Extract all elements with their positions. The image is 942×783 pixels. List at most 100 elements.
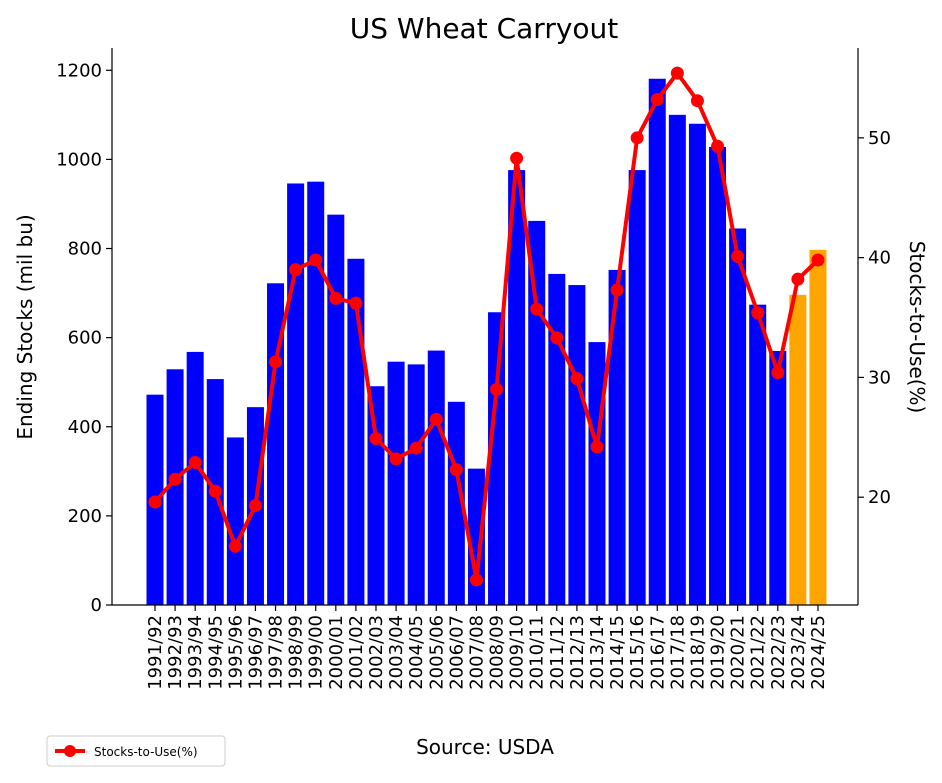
stocks-to-use-point-1994-95: [208, 484, 222, 498]
chart-title: US Wheat Carryout: [350, 12, 619, 45]
stocks-to-use-point-2015-16: [630, 131, 644, 145]
y-tick-label: 0: [91, 595, 102, 616]
bar-2011-12: [548, 273, 566, 605]
stocks-to-use-point-2009-10: [510, 151, 524, 165]
y-tick-label: 200: [68, 506, 102, 527]
stocks-to-use-point-1999-00: [309, 253, 323, 267]
bar-1995-96: [226, 437, 244, 605]
bar-2020-21: [729, 228, 747, 605]
x-tick-label: 2023/24: [788, 615, 809, 690]
x-axis-ticks: 1991/92 1992/93 1993/94 1994/95 1995/96 1996/…: [145, 605, 829, 690]
stocks-to-use-point-1991-92: [148, 495, 162, 509]
stocks-to-use-point-2022-23: [771, 366, 785, 380]
y2-tick-label: 50: [868, 128, 891, 149]
stocks-to-use-point-2005-06: [429, 412, 443, 426]
x-tick-label: 2016/17: [647, 615, 668, 690]
stocks-to-use-line: [153, 71, 820, 582]
right-axis-ticks: 20 30 40 50: [858, 128, 891, 508]
left-axis-ticks: 0 200 400 600 800 1000 1200: [56, 60, 112, 616]
bar-2000-01: [327, 214, 345, 605]
stocks-to-use-point-2021-22: [751, 306, 765, 320]
bar-2019-20: [709, 146, 727, 606]
stocks-to-use-point-2001-02: [349, 296, 363, 310]
x-tick-label: 2019/20: [708, 615, 729, 690]
bar-1999-00: [307, 181, 325, 605]
x-tick-label: 2008/09: [487, 615, 508, 690]
y-tick-label: 1200: [56, 60, 102, 81]
x-tick-label: 1991/92: [145, 615, 166, 690]
bar-2007-08: [467, 468, 485, 605]
bar-2023-24: [789, 294, 807, 605]
x-tick-label: 1993/94: [185, 615, 206, 690]
stocks-to-use-point-2003-04: [389, 452, 403, 466]
stocks-to-use-point-2011-12: [550, 331, 564, 345]
bar-2024-25: [809, 249, 827, 606]
bar-2009-10: [508, 170, 526, 605]
stocks-to-use-point-2016-17: [650, 93, 664, 107]
stocks-to-use-point-2020-21: [731, 249, 745, 263]
stocks-to-use-point-2008-09: [490, 382, 504, 396]
bar-2018-19: [688, 123, 706, 605]
bar-2013-14: [588, 342, 606, 605]
bar-2021-22: [749, 304, 767, 605]
line-layer: [148, 66, 825, 587]
x-tick-label: 2004/05: [406, 615, 427, 690]
x-tick-label: 2005/06: [426, 615, 447, 690]
stocks-to-use-point-2014-15: [610, 283, 624, 297]
bar-2006-07: [447, 401, 465, 605]
x-tick-label: 2017/18: [667, 615, 688, 690]
stocks-to-use-point-2002-03: [369, 432, 383, 445]
stocks-to-use-point-2012-13: [570, 372, 584, 386]
x-tick-label: 2003/04: [386, 615, 407, 690]
y2-tick-label: 20: [868, 487, 891, 508]
legend-label: Stocks-to-Use(%): [94, 745, 198, 759]
bar-1998-99: [287, 183, 305, 605]
legend: Stocks-to-Use(%): [46, 735, 226, 767]
x-tick-label: 2006/07: [446, 615, 467, 690]
x-tick-label: 2000/01: [326, 615, 347, 690]
bars-layer: [146, 78, 827, 606]
y-tick-label: 400: [68, 417, 102, 438]
x-tick-label: 2021/22: [748, 615, 769, 690]
legend-marker-swatch: [64, 745, 76, 757]
x-tick-label: 2009/10: [507, 615, 528, 690]
bar-2005-06: [427, 350, 445, 605]
x-tick-label: 2001/02: [346, 615, 367, 690]
stocks-to-use-point-2019-20: [711, 139, 725, 153]
stocks-to-use-point-2007-08: [469, 573, 483, 587]
x-tick-label: 2007/08: [466, 615, 487, 690]
y-tick-label: 800: [68, 239, 102, 260]
x-tick-label: 2002/03: [366, 615, 387, 690]
bar-2003-04: [387, 361, 405, 605]
x-tick-label: 2024/25: [808, 615, 829, 690]
stocks-to-use-point-1992-93: [168, 472, 182, 486]
stocks-to-use-point-1998-99: [289, 263, 303, 277]
y2-tick-label: 40: [868, 248, 891, 269]
x-tick-label: 1996/97: [245, 615, 266, 690]
stocks-to-use-point-1995-96: [228, 539, 242, 553]
stocks-to-use-point-2006-07: [449, 463, 463, 477]
stocks-to-use-point-2004-05: [409, 441, 423, 455]
y2-tick-label: 30: [868, 367, 891, 388]
bar-2004-05: [407, 364, 425, 605]
y-tick-label: 1000: [56, 149, 102, 170]
x-tick-label: 2018/19: [687, 615, 708, 690]
bar-2016-17: [648, 78, 666, 605]
stocks-to-use-point-2018-19: [690, 94, 704, 108]
x-tick-label: 2010/11: [527, 615, 548, 690]
stocks-to-use-point-2000-01: [329, 291, 343, 305]
bar-2022-23: [769, 351, 787, 605]
bar-2015-16: [628, 170, 646, 605]
stocks-to-use-point-2024-25: [811, 253, 825, 267]
bar-2017-18: [668, 114, 686, 605]
y-tick-label: 600: [68, 328, 102, 349]
x-tick-label: 2020/21: [728, 615, 749, 690]
stocks-to-use-point-1993-94: [188, 455, 202, 469]
y-axis-label: Ending Stocks (mil bu): [13, 214, 37, 439]
x-tick-label: 2015/16: [627, 615, 648, 690]
legend-box: [46, 735, 226, 767]
x-tick-label: 1994/95: [205, 615, 226, 690]
x-tick-label: 2012/13: [567, 615, 588, 690]
